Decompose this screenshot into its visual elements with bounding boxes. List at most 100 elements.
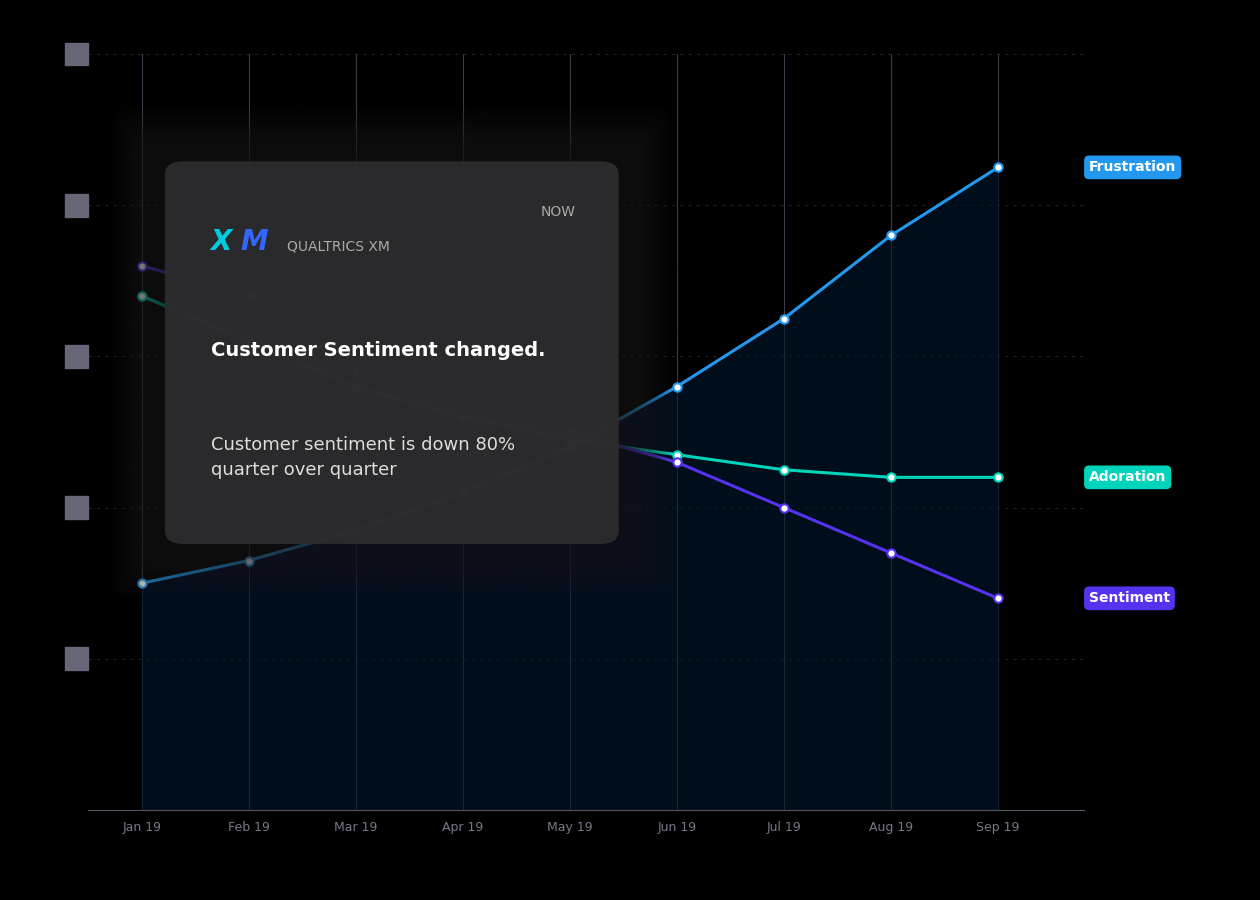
Point (139, 800, 159, 814)
Point (189, 796, 209, 811)
Point (142, 796, 163, 811)
Point (181, 801, 202, 815)
Point (192, 800, 212, 814)
Point (181, 800, 202, 814)
Point (194, 798, 214, 813)
Point (140, 797, 160, 812)
Point (135, 799, 155, 814)
Point (161, 800, 181, 814)
Point (158, 796, 178, 810)
Point (173, 796, 193, 811)
Point (139, 796, 159, 810)
Point (135, 796, 155, 811)
Point (139, 796, 159, 811)
Point (139, 796, 159, 811)
Point (155, 800, 175, 814)
Point (137, 797, 158, 812)
Point (192, 800, 212, 814)
Point (188, 800, 208, 814)
Point (193, 799, 213, 814)
Point (135, 796, 155, 811)
Point (161, 801, 181, 815)
Text: Customer sentiment is down 80%
quarter over quarter: Customer sentiment is down 80% quarter o… (210, 436, 515, 479)
Point (189, 797, 209, 812)
Point (194, 800, 214, 814)
Point (186, 801, 207, 815)
Point (192, 796, 212, 811)
Point (163, 800, 183, 814)
Point (179, 801, 199, 815)
Point (139, 800, 159, 814)
Point (170, 796, 190, 811)
Point (135, 800, 155, 814)
Point (171, 800, 192, 814)
Point (132, 799, 152, 814)
Point (135, 796, 155, 811)
Point (154, 796, 174, 810)
Point (141, 800, 161, 814)
Point (163, 796, 183, 810)
Point (142, 797, 163, 812)
Point (155, 796, 175, 811)
Point (194, 796, 214, 811)
Point (140, 796, 160, 811)
Point (165, 801, 185, 815)
Point (140, 799, 160, 814)
Point (163, 800, 183, 814)
Point (137, 796, 158, 811)
Point (175, 796, 195, 811)
Point (186, 796, 207, 811)
Point (166, 796, 186, 811)
Point (190, 800, 210, 814)
Point (192, 800, 212, 814)
Point (166, 800, 186, 814)
Point (173, 796, 193, 811)
Point (185, 801, 205, 815)
Point (194, 797, 214, 812)
Point (190, 798, 210, 813)
Point (161, 800, 181, 814)
Point (136, 801, 156, 815)
Point (193, 800, 213, 814)
Point (195, 799, 215, 814)
Point (135, 796, 155, 811)
Point (140, 797, 160, 812)
Point (137, 796, 158, 810)
Point (156, 796, 176, 811)
Point (181, 796, 202, 811)
Point (194, 797, 214, 812)
Point (186, 798, 207, 813)
Point (137, 799, 158, 814)
FancyBboxPatch shape (146, 143, 638, 562)
Point (192, 796, 212, 811)
Point (190, 799, 210, 814)
Point (139, 798, 159, 813)
Point (142, 799, 163, 814)
Point (132, 800, 152, 814)
Point (135, 798, 155, 813)
Point (135, 800, 155, 814)
Point (170, 801, 190, 815)
Point (197, 798, 217, 813)
Point (152, 800, 173, 814)
Point (192, 797, 212, 812)
Point (141, 797, 161, 812)
Point (158, 796, 178, 810)
Point (194, 799, 214, 814)
Point (165, 801, 185, 815)
Point (147, 801, 168, 815)
Point (142, 796, 163, 811)
Point (173, 796, 193, 810)
Point (190, 800, 210, 814)
Point (179, 796, 199, 811)
Point (166, 800, 186, 814)
Point (151, 800, 171, 814)
Point (181, 796, 202, 811)
Point (146, 800, 166, 814)
Point (152, 800, 173, 814)
Point (140, 799, 160, 814)
Point (195, 800, 215, 814)
Point (186, 796, 207, 811)
Point (141, 797, 161, 812)
Point (152, 796, 173, 810)
